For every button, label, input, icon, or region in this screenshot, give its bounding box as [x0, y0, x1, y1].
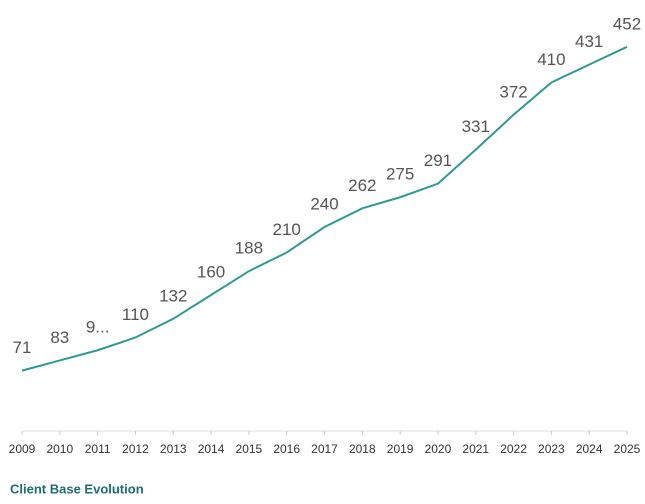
data-label: 83 — [50, 328, 69, 347]
data-label: 240 — [310, 194, 338, 213]
x-tick-label: 2016 — [273, 442, 300, 456]
x-tick-label: 2018 — [349, 442, 376, 456]
data-label: 275 — [386, 165, 414, 184]
data-label: 431 — [575, 32, 603, 51]
x-tick-label: 2019 — [387, 442, 414, 456]
x-tick-label: 2010 — [46, 442, 73, 456]
x-tick-label: 2011 — [85, 442, 111, 456]
data-label: 188 — [235, 239, 263, 258]
x-tick-label: 2020 — [425, 442, 452, 456]
x-tick-label: 2022 — [500, 442, 527, 456]
x-tick-label: 2013 — [160, 442, 187, 456]
data-label: 291 — [424, 151, 452, 170]
data-label: 210 — [273, 220, 301, 239]
x-tick-label: 2024 — [576, 442, 603, 456]
data-label: 71 — [13, 338, 32, 357]
data-label: 262 — [348, 176, 376, 195]
x-tick-label: 2009 — [9, 442, 36, 456]
chart-title: Client Base Evolution — [10, 481, 144, 496]
data-label: 110 — [122, 305, 149, 324]
line — [21, 45, 628, 372]
x-tick-label: 2023 — [538, 442, 565, 456]
x-tick-label: 2015 — [236, 442, 263, 456]
data-label: 331 — [462, 117, 490, 136]
x-tick-label: 2012 — [122, 442, 149, 456]
x-tick-label: 2014 — [198, 442, 225, 456]
data-label: 452 — [613, 14, 641, 33]
data-label: 132 — [159, 286, 187, 305]
x-tick-label: 2025 — [614, 442, 641, 456]
x-tick-label: 2021 — [462, 442, 489, 456]
data-label: 160 — [197, 262, 225, 281]
data-label: 410 — [537, 50, 565, 69]
data-label: 372 — [499, 82, 527, 101]
x-tick-label: 2017 — [311, 442, 338, 456]
data-label: 9... — [86, 318, 110, 337]
